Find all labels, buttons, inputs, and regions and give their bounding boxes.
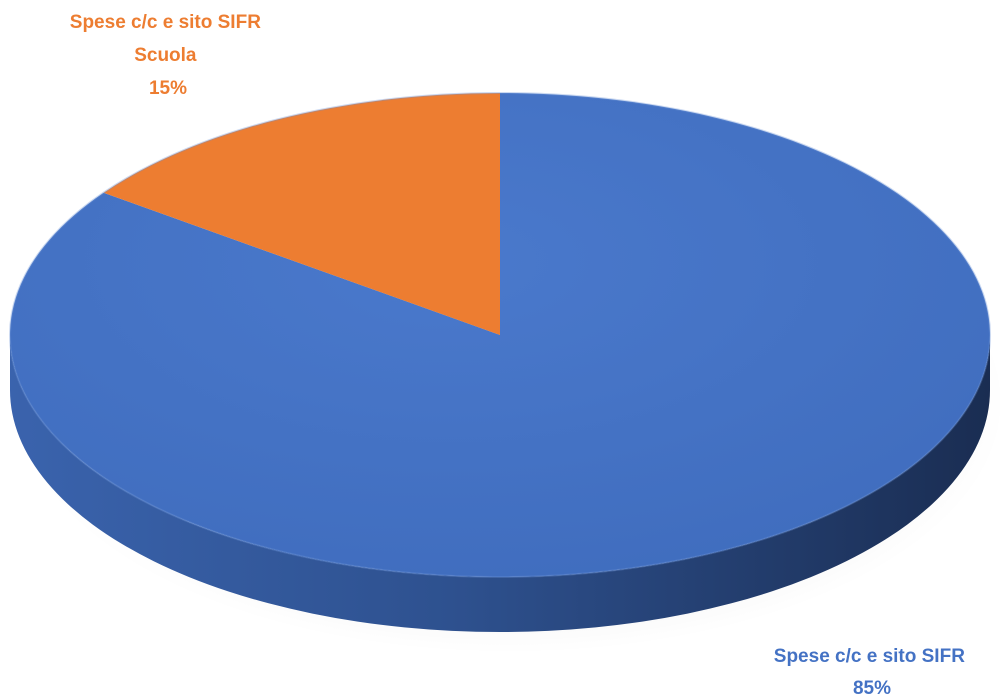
pie-side-wall bbox=[10, 335, 990, 632]
pie-slice-1 bbox=[9, 93, 990, 577]
slice-label-scuola-line2: Scuola bbox=[134, 45, 197, 66]
slice-label-scuola-line1: Spese c/c e sito SIFR bbox=[70, 12, 261, 33]
slice-label-sifr: Spese c/c e sito SIFR 85% bbox=[774, 646, 970, 699]
slice-label-scuola-percent: 15% bbox=[149, 78, 187, 99]
slice-label-sifr-line1: Spese c/c e sito SIFR bbox=[774, 646, 965, 667]
slice-label-scuola: Spese c/c e sito SIFR Scuola 15% bbox=[70, 12, 266, 99]
pie-layer bbox=[9, 92, 1003, 654]
slice-label-sifr-percent: 85% bbox=[853, 678, 891, 699]
pie-slice-2 bbox=[103, 93, 501, 335]
pie-rim bbox=[9, 92, 991, 578]
